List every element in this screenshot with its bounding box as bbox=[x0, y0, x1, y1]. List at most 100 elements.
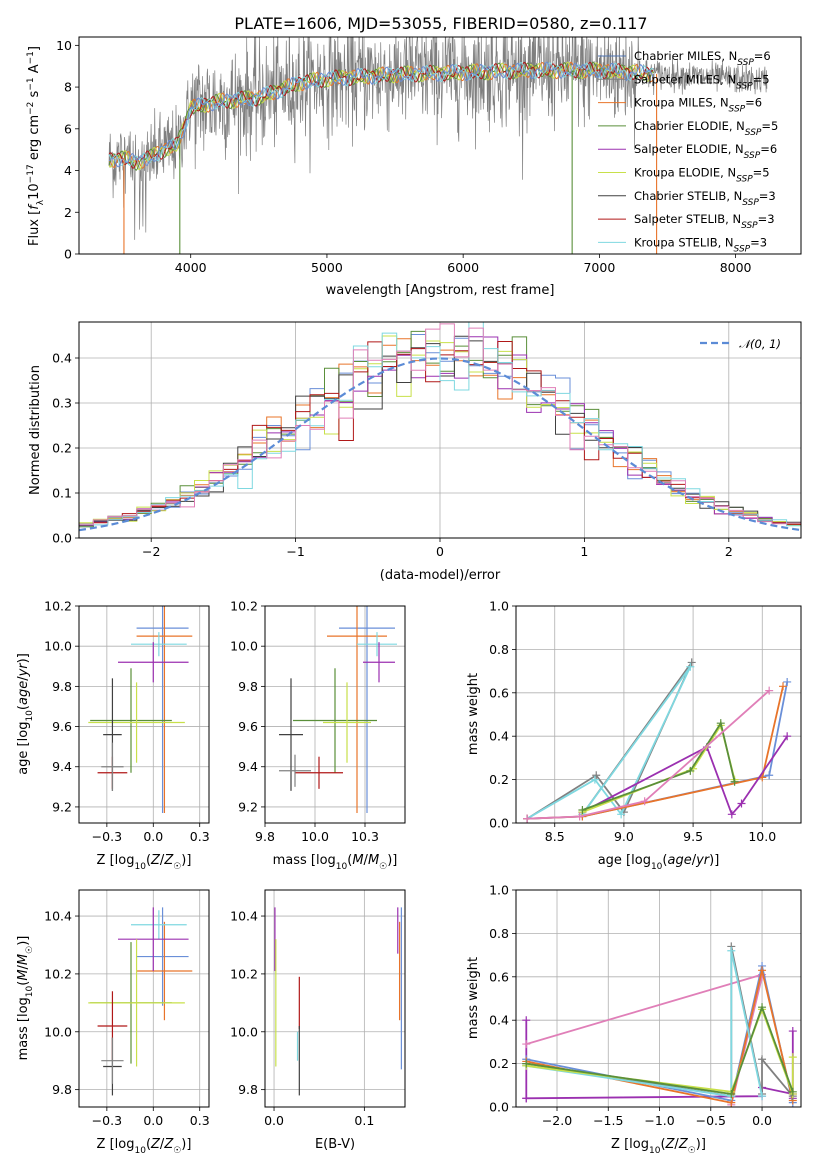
model-spectrum bbox=[108, 61, 655, 168]
legend-label: 𝒩(0, 1) bbox=[739, 337, 781, 351]
x-tick-label: 7000 bbox=[583, 260, 615, 275]
weight-marker bbox=[716, 719, 725, 728]
x-tick-label: 0.0 bbox=[264, 1113, 284, 1128]
x-tick-label: 10.3 bbox=[351, 829, 379, 844]
axes-frame bbox=[264, 889, 406, 1108]
y-axis-label: Normed distribution bbox=[28, 365, 43, 495]
x-tick-label: −1.5 bbox=[593, 1113, 623, 1128]
weight-marker bbox=[522, 1040, 531, 1049]
weight-marker bbox=[783, 732, 792, 741]
axes-frame bbox=[78, 889, 210, 1108]
x-axis-label: Z [log10(Z/Z☉)] bbox=[611, 1137, 706, 1156]
y-tick-label: 0.2 bbox=[489, 1056, 509, 1071]
weight-marker bbox=[727, 810, 736, 819]
x-tick-label: 0 bbox=[436, 544, 444, 559]
plot-area bbox=[523, 658, 792, 823]
weight-line bbox=[526, 970, 794, 1104]
y-axis-label: mass weight bbox=[466, 673, 481, 755]
y-tick-label: 0.4 bbox=[489, 729, 509, 744]
weight-marker bbox=[523, 814, 532, 823]
x-tick-label: −1.0 bbox=[644, 1113, 674, 1128]
y-tick-label: 0.0 bbox=[52, 531, 72, 546]
x-tick-label: 10.0 bbox=[301, 829, 329, 844]
axes-frame bbox=[515, 889, 802, 1108]
y-tick-label: 6 bbox=[64, 121, 72, 136]
axes-frame bbox=[78, 605, 210, 824]
y-tick-label: 0.6 bbox=[489, 969, 509, 984]
legend-label: Chabrier STELIB, NSSP=3 bbox=[634, 189, 776, 208]
model-spectrum bbox=[108, 61, 655, 169]
y-axis-label: Flux [fλ10−17 erg cm−2 s−1 A−1] bbox=[26, 46, 46, 246]
weight-marker bbox=[522, 1016, 531, 1025]
x-tick-label: −2 bbox=[142, 544, 160, 559]
x-tick-label: 8.5 bbox=[545, 829, 565, 844]
y-tick-label: 10.2 bbox=[44, 966, 72, 981]
x-tick-label: 1 bbox=[580, 544, 588, 559]
y-tick-label: 10 bbox=[56, 38, 72, 53]
y-tick-label: 9.8 bbox=[238, 679, 258, 694]
weight-marker bbox=[765, 771, 774, 780]
plot-area bbox=[108, 37, 768, 254]
x-axis-label: Z [log10(Z/Z☉)] bbox=[97, 1137, 192, 1156]
y-tick-label: 0.0 bbox=[489, 1100, 509, 1115]
y-tick-label: 9.8 bbox=[238, 1082, 258, 1097]
y-tick-label: 8 bbox=[64, 80, 72, 95]
legend-label: Kroupa MILES, NSSP=6 bbox=[634, 96, 762, 115]
y-tick-label: 0 bbox=[64, 247, 72, 262]
x-axis-label: (data-model)/error bbox=[380, 568, 501, 583]
y-tick-label: 10.2 bbox=[230, 966, 258, 981]
legend: Chabrier MILES, NSSP=6 Salpeter MILES, NS… bbox=[598, 49, 778, 254]
y-tick-label: 10.0 bbox=[44, 1024, 72, 1039]
weight-line bbox=[527, 689, 770, 820]
weight-line bbox=[526, 1004, 794, 1095]
legend-label: Chabrier MILES, NSSP=6 bbox=[634, 49, 771, 68]
panel-mass-weight-vs-metallicity: −2.0 −1.5 −1.0 −0.5 0.0 0.0 0.2 0.4 0.6 0.8 1.0 Z [… bbox=[466, 883, 802, 1156]
weight-line bbox=[527, 681, 789, 820]
x-tick-label: 10.0 bbox=[748, 829, 776, 844]
x-tick-label: 4000 bbox=[175, 260, 207, 275]
y-tick-label: 9.6 bbox=[238, 719, 258, 734]
y-tick-label: 9.8 bbox=[52, 1082, 72, 1097]
plot-area bbox=[522, 942, 797, 1107]
weight-marker bbox=[727, 946, 736, 955]
y-tick-label: 0.2 bbox=[489, 772, 509, 787]
x-tick-label: 0.0 bbox=[143, 1113, 163, 1128]
panel-mass-vs-ebv: 0.0 0.1 9.8 10.0 10.2 10.4 E(B-V) bbox=[230, 889, 406, 1152]
weight-marker bbox=[758, 1003, 767, 1012]
weight-marker bbox=[640, 797, 649, 806]
y-tick-label: 1.0 bbox=[489, 883, 509, 898]
legend-label: Kroupa STELIB, NSSP=3 bbox=[634, 235, 767, 254]
legend-label: Salpeter ELODIE, NSSP=6 bbox=[634, 142, 777, 161]
y-tick-label: 9.4 bbox=[52, 759, 72, 774]
y-tick-label: 10.0 bbox=[230, 1024, 258, 1039]
plot-area bbox=[79, 322, 801, 532]
weight-marker bbox=[578, 805, 587, 814]
y-tick-label: 0.4 bbox=[489, 1013, 509, 1028]
x-tick-label: 0.3 bbox=[190, 1113, 210, 1128]
weight-marker bbox=[727, 1089, 736, 1098]
weight-marker bbox=[522, 1094, 531, 1103]
normal-curve bbox=[79, 357, 801, 532]
y-tick-label: 10.0 bbox=[44, 639, 72, 654]
y-tick-label: 0.8 bbox=[489, 642, 509, 657]
x-axis-label: E(B-V) bbox=[315, 1137, 355, 1152]
x-tick-label: −0.3 bbox=[92, 829, 122, 844]
plot-area bbox=[274, 907, 402, 1096]
plot-area bbox=[88, 606, 193, 813]
weight-marker bbox=[788, 1027, 797, 1036]
y-tick-label: 9.2 bbox=[52, 799, 72, 814]
panel-mass-weight-vs-age: 8.5 9.0 9.5 10.0 0.0 0.2 0.4 0.6 0.8 1.0 age [log1… bbox=[466, 599, 802, 872]
y-tick-label: 0.2 bbox=[52, 441, 72, 456]
weight-marker bbox=[617, 810, 626, 819]
panel-spectrum: 4000 5000 6000 7000 8000 0 2 4 6 8 10 wavelength [A… bbox=[26, 36, 802, 298]
residual-histogram bbox=[79, 335, 801, 526]
x-tick-label: 0.0 bbox=[143, 829, 163, 844]
residual-histogram bbox=[79, 323, 801, 526]
y-tick-label: 0.4 bbox=[52, 351, 72, 366]
weight-line bbox=[526, 666, 692, 820]
axes-frame bbox=[264, 605, 406, 824]
observed-spectrum bbox=[108, 37, 768, 240]
x-tick-label: 0.3 bbox=[190, 829, 210, 844]
